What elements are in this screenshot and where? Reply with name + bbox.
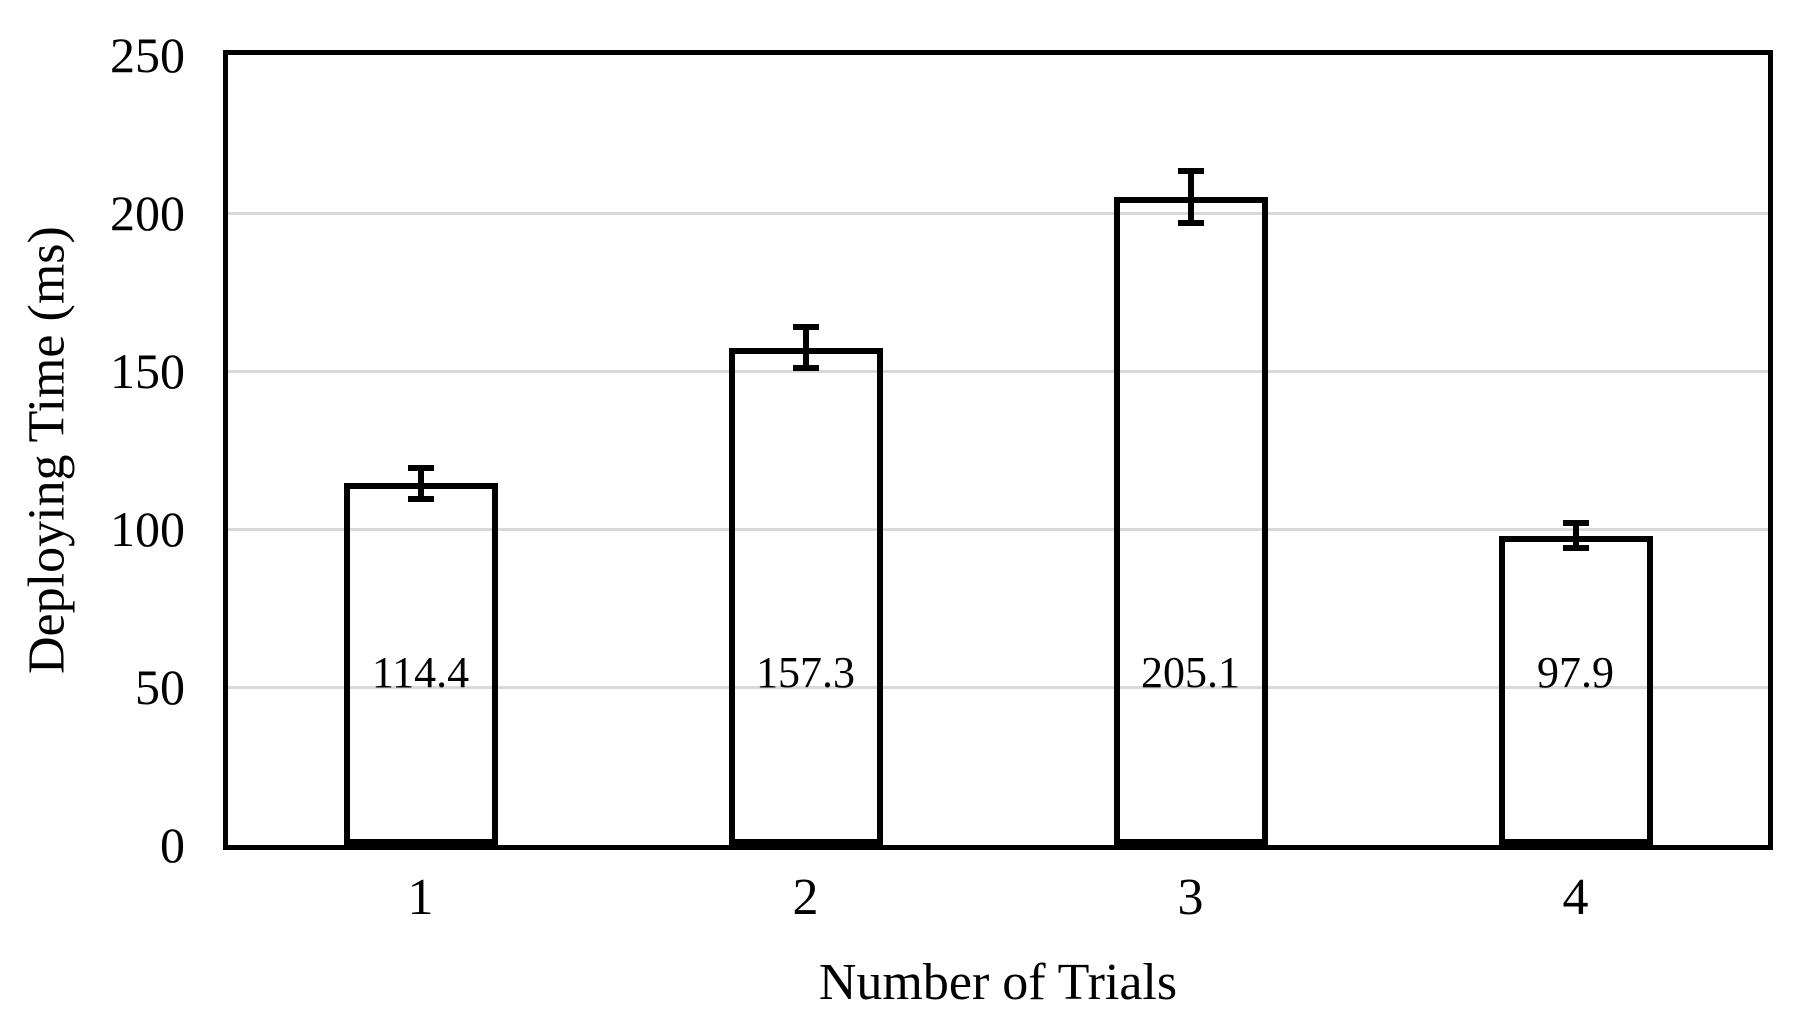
error-bar-cap (1177, 220, 1204, 227)
gridline (228, 685, 1768, 689)
bar-value-label: 157.3 (756, 648, 855, 697)
y-tick-label: 100 (110, 501, 185, 557)
error-bar-whisker (802, 327, 809, 369)
gridline (228, 369, 1768, 373)
error-bar-cap (407, 465, 434, 472)
bar (1113, 197, 1268, 845)
error-bar-cap (1562, 545, 1589, 552)
error-bar-cap (792, 365, 819, 372)
error-bar-whisker (417, 468, 424, 499)
y-tick-label: 0 (160, 817, 185, 873)
x-tick-label: 4 (1562, 869, 1589, 926)
error-bar-cap (407, 495, 434, 502)
error-bar-whisker (1187, 170, 1194, 224)
y-tick-label: 200 (110, 185, 185, 241)
x-tick-label: 3 (1177, 869, 1204, 926)
x-tick-label: 1 (407, 869, 434, 926)
y-tick-label: 150 (110, 343, 185, 399)
error-bar-cap (1562, 520, 1589, 526)
y-tick-label: 250 (110, 27, 185, 83)
x-axis-title: Number of Trials (818, 954, 1178, 1011)
gridline (228, 211, 1768, 215)
y-tick-label: 50 (135, 659, 185, 715)
bar-value-label: 97.9 (1537, 648, 1614, 697)
bar (728, 348, 883, 845)
error-bar-whisker (1572, 523, 1579, 549)
error-bar-cap (1177, 167, 1204, 174)
x-tick-label: 2 (792, 869, 819, 926)
y-axis-title: Deploying Time (ms) (18, 226, 76, 674)
gridline (228, 527, 1768, 531)
error-bar-cap (792, 324, 819, 331)
bar-value-label: 205.1 (1141, 648, 1240, 697)
bar-value-label: 114.4 (371, 648, 470, 697)
plot-area: 114.4 157.3 205.1 97.9 (223, 50, 1773, 850)
